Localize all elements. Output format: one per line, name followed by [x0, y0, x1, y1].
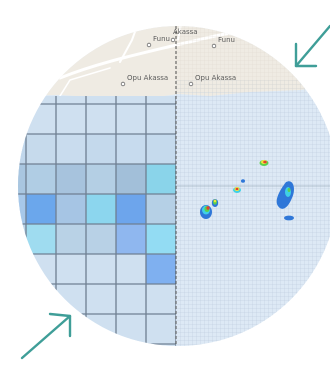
detection-blob — [211, 199, 219, 207]
grid-cell — [18, 134, 26, 164]
grid-cell — [26, 164, 56, 194]
grid-cell — [146, 224, 176, 254]
place-label-funu-right: Funu — [218, 36, 235, 44]
grid-cell — [116, 194, 146, 224]
grid-cell-layer — [18, 134, 176, 284]
left-coarse-grid-panel — [18, 96, 176, 346]
grid-cell — [26, 224, 56, 254]
grid-cell — [146, 254, 176, 284]
grid-cell — [86, 194, 116, 224]
detection-blob — [276, 181, 294, 209]
place-marker-icon — [120, 81, 126, 87]
detection-blob — [233, 187, 241, 193]
grid-cell — [18, 224, 26, 254]
grid-cell — [56, 224, 86, 254]
detection-blob — [259, 160, 269, 166]
detection-blob — [284, 215, 294, 221]
place-marker-icon — [211, 43, 217, 49]
grid-cell — [18, 164, 26, 194]
place-marker-icon — [146, 42, 152, 48]
grid-cell — [56, 134, 86, 164]
grid-cell — [86, 224, 116, 254]
grid-cell — [26, 194, 56, 224]
place-label-akassa: Akassa — [173, 28, 198, 36]
grid-cell — [116, 134, 146, 164]
right-fine-grid-panel — [176, 26, 330, 346]
place-markers — [120, 37, 217, 87]
place-marker-icon — [170, 37, 176, 43]
arrow-top-right-icon — [294, 24, 330, 68]
grid-cell — [116, 224, 146, 254]
grid-cell — [26, 134, 56, 164]
grid-cell — [146, 194, 176, 224]
grid-cell — [18, 194, 26, 224]
place-label-funu-left: Funu — [153, 35, 170, 43]
detection-blob — [200, 205, 212, 219]
grid-cell — [56, 164, 86, 194]
place-label-opu-akassa-left: Opu Akassa — [127, 74, 168, 82]
detection-blobs — [200, 160, 294, 221]
grid-cell — [146, 164, 176, 194]
arrow-bottom-left-icon — [20, 312, 72, 360]
grid-cell — [86, 134, 116, 164]
grid-cell — [86, 164, 116, 194]
grid-cell — [56, 194, 86, 224]
place-marker-icon — [188, 81, 194, 87]
detection-blob — [241, 179, 245, 183]
place-label-opu-akassa-right: Opu Akassa — [195, 74, 236, 82]
grid-cell — [146, 134, 176, 164]
grid-cell — [116, 164, 146, 194]
